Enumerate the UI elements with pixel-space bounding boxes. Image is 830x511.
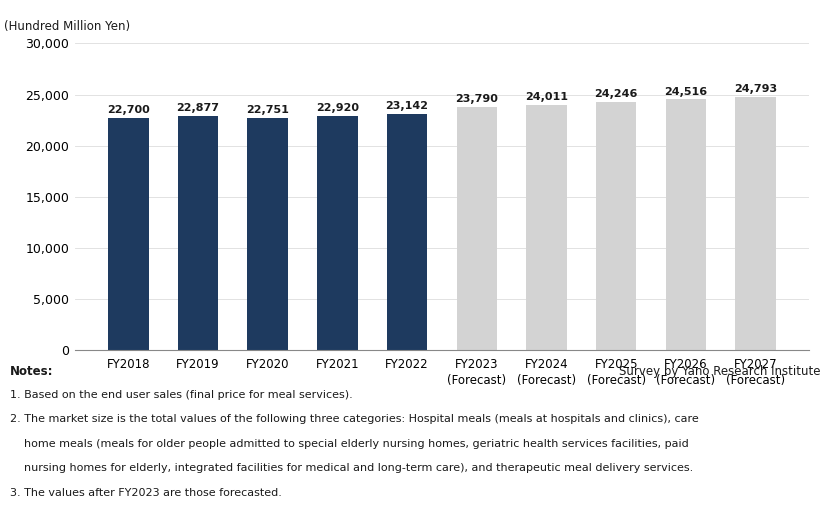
Text: 22,751: 22,751	[247, 105, 289, 114]
Text: 23,142: 23,142	[386, 101, 428, 111]
Text: 2. The market size is the total values of the following three categories: Hospit: 2. The market size is the total values o…	[10, 414, 699, 425]
Text: 22,920: 22,920	[316, 103, 359, 113]
Text: 24,011: 24,011	[525, 92, 568, 102]
Bar	[178, 116, 218, 350]
Text: 24,793: 24,793	[734, 84, 777, 94]
Text: (Hundred Million Yen): (Hundred Million Yen)	[4, 20, 130, 33]
Text: 22,877: 22,877	[177, 103, 219, 113]
Text: nursing homes for elderly, integrated facilities for medical and long-term care): nursing homes for elderly, integrated fa…	[10, 463, 693, 474]
Bar	[526, 105, 567, 350]
Text: 24,246: 24,246	[594, 89, 638, 99]
Bar	[317, 116, 358, 350]
Text: Survey by Yano Research Institute: Survey by Yano Research Institute	[618, 365, 820, 378]
Text: 24,516: 24,516	[664, 87, 707, 97]
Text: 22,700: 22,700	[107, 105, 149, 115]
Text: 23,790: 23,790	[456, 94, 498, 104]
Bar	[596, 102, 637, 350]
Bar	[666, 100, 706, 350]
Bar	[108, 118, 149, 350]
Text: Notes:: Notes:	[10, 365, 53, 378]
Bar	[735, 97, 776, 350]
Text: home meals (meals for older people admitted to special elderly nursing homes, ge: home meals (meals for older people admit…	[10, 439, 689, 449]
Bar	[457, 107, 497, 350]
Bar	[387, 113, 427, 350]
Bar	[247, 118, 288, 350]
Text: 1. Based on the end user sales (final price for meal services).: 1. Based on the end user sales (final pr…	[10, 390, 353, 400]
Text: 3. The values after FY2023 are those forecasted.: 3. The values after FY2023 are those for…	[10, 488, 282, 498]
